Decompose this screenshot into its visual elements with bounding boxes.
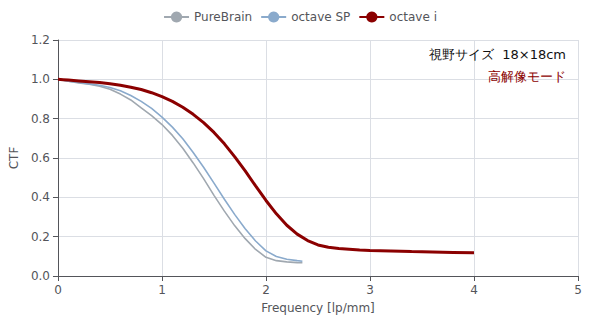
svg-text:octave i: octave i — [389, 10, 437, 24]
svg-text:5: 5 — [574, 283, 582, 297]
svg-text:1: 1 — [158, 283, 166, 297]
svg-text:3: 3 — [366, 283, 374, 297]
svg-text:2: 2 — [262, 283, 270, 297]
svg-text:視野サイズ 18×18cm: 視野サイズ 18×18cm — [429, 47, 566, 62]
svg-text:高解像モード: 高解像モード — [488, 69, 566, 84]
svg-text:CTF: CTF — [7, 147, 21, 170]
svg-text:Frequency [lp/mm]: Frequency [lp/mm] — [261, 301, 375, 315]
svg-text:1.2: 1.2 — [31, 33, 50, 47]
svg-text:0.6: 0.6 — [31, 151, 50, 165]
svg-text:0.4: 0.4 — [31, 190, 50, 204]
svg-text:0.0: 0.0 — [31, 269, 50, 283]
svg-text:0.2: 0.2 — [31, 230, 50, 244]
svg-text:1.0: 1.0 — [31, 72, 50, 86]
svg-text:0: 0 — [54, 283, 62, 297]
svg-text:0.8: 0.8 — [31, 112, 50, 126]
svg-text:octave SP: octave SP — [291, 10, 350, 24]
svg-text:4: 4 — [470, 283, 478, 297]
svg-text:PureBrain: PureBrain — [194, 10, 252, 24]
